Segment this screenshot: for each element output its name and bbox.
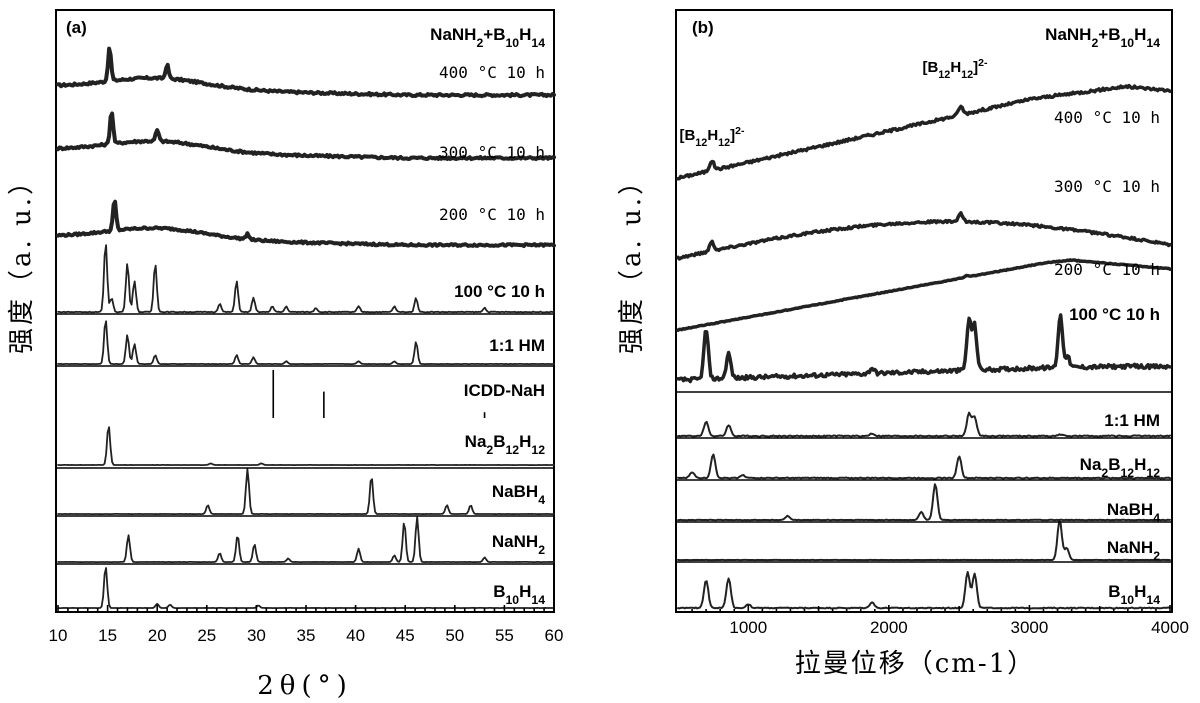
panel-b-annotation-1: [B12H12]2- — [922, 57, 988, 81]
panel-b-tick-label-4000: 4000 — [1151, 618, 1189, 637]
panel-a-frame — [55, 9, 555, 613]
panel-b-traces: 400 °C 10 h 300 °C 10 h 200 °C 10 h 100 °C … — [676, 83, 1172, 610]
panel-a-line-100-c-10-h — [57, 244, 555, 314]
panel-b-line-300-c-10-h — [676, 211, 1172, 261]
panel-b-series-100-c-10-h: 100 °C 10 h — [676, 305, 1172, 384]
panel-b-series-300-c-10-h: 300 °C 10 h — [676, 177, 1172, 261]
panel-a-series-label-100-c-10-h: 100 °C 10 h — [454, 282, 545, 301]
panel-a-series-label-400-c-10-h: 400 °C 10 h — [439, 63, 545, 82]
panel-a-tick-label-45: 45 — [396, 626, 415, 645]
panel-b-tick-label-3000: 3000 — [1011, 618, 1049, 637]
panel-a-series-label-icdd-nah: ICDD-NaH — [464, 381, 545, 400]
panel-a-line-1-1-hm — [57, 320, 555, 365]
panel-b-series-label-200-c-10-h: 200 °C 10 h — [1054, 260, 1160, 279]
panel-b-label: (b) — [692, 18, 714, 37]
panel-a-series-label-na2b12h12: Na2B12H12 — [465, 432, 546, 457]
panel-b-series-label-400-c-10-h: 400 °C 10 h — [1054, 108, 1160, 127]
panel-a-series-label-b10h14: B10H14 — [493, 582, 545, 607]
panel-a-line-400-c-10-h — [56, 46, 556, 99]
panel-b-series-1-1-hm: 1:1 HM — [677, 411, 1171, 438]
panel-a-series-nabh4: NaBH4 — [57, 468, 555, 515]
panel-a-line-b10h14 — [57, 567, 555, 609]
panel-a-header-label: NaNH2+B10H14 — [430, 25, 545, 50]
panel-a-x-axis-title: 2θ(°) — [257, 671, 352, 701]
panel-b-series-label-nanh2: NaNH2 — [1107, 538, 1160, 563]
panel-b-header-text: NaNH2+B10H14 — [1045, 25, 1160, 50]
panel-a-series-label-1-1-hm: 1:1 HM — [489, 336, 545, 355]
panel-b-tick-label-1000: 1000 — [729, 618, 767, 637]
panel-b-line-1-1-hm — [677, 411, 1171, 438]
panel-a: (a) NaNH2+B10H14 400 °C 10 h 300 °C 10 h 2… — [7, 9, 564, 701]
panel-a-tick-label-15: 15 — [98, 626, 117, 645]
panel-a-line-200-c-10-h — [56, 199, 556, 248]
panel-b-series-nabh4: NaBH4 — [677, 483, 1171, 525]
panel-b-series-b10h14: B10H14 — [677, 571, 1171, 610]
panel-b-series-label-300-c-10-h: 300 °C 10 h — [1054, 177, 1160, 196]
panel-a-series-200-c-10-h: 200 °C 10 h — [56, 199, 556, 248]
panel-a-line-na2b12h12 — [57, 426, 555, 466]
panel-b-line-nabh4 — [677, 483, 1171, 522]
panel-a-line-nabh4 — [57, 468, 555, 515]
panel-a-series-label-200-c-10-h: 200 °C 10 h — [439, 205, 545, 224]
panel-a-line-nanh2 — [57, 516, 555, 563]
panel-b-x-ticks: 1000 2000 3000 4000 — [691, 605, 1189, 637]
panel-b-x-axis-title: 拉曼位移（cm-1） — [795, 649, 1036, 679]
panel-a-tick-label-30: 30 — [247, 626, 266, 645]
panel-b-line-200-c-10-h — [676, 258, 1172, 332]
panel-a-tick-label-25: 25 — [197, 626, 216, 645]
panel-a-series-label-300-c-10-h: 300 °C 10 h — [439, 143, 545, 162]
panel-b-y-axis-title: 强度（a. u.） — [617, 166, 647, 354]
panel-a-series-1-1-hm: 1:1 HM — [57, 320, 555, 365]
panel-a-tick-label-50: 50 — [445, 626, 464, 645]
panel-b-line-nanh2 — [677, 519, 1171, 562]
panel-b-line-400-c-10-h — [676, 83, 1172, 181]
panel-a-label: (a) — [66, 18, 87, 37]
panel-a-line-300-c-10-h — [56, 111, 556, 162]
panel-b-series-na2b12h12: Na2B12H12 — [677, 453, 1171, 480]
panel-b-series-label-b10h14: B10H14 — [1108, 582, 1160, 607]
panel-b-series-label-na2b12h12: Na2B12H12 — [1080, 455, 1161, 480]
panel-a-tick-label-60: 60 — [545, 626, 564, 645]
panel-a-tick-label-20: 20 — [148, 626, 167, 645]
panel-b-series-nanh2: NaNH2 — [677, 519, 1171, 563]
panel-a-x-ticks: 10 15 20 25 30 35 40 45 50 55 60 — [49, 605, 564, 645]
panel-a-tick-label-55: 55 — [495, 626, 514, 645]
panel-a-traces: 400 °C 10 h 300 °C 10 h 200 °C 10 h 100 °C … — [56, 46, 556, 609]
panel-b-series-400-c-10-h: 400 °C 10 h — [676, 83, 1172, 181]
panel-b-header-label: NaNH2+B10H14 — [1045, 25, 1160, 50]
panel-b-series-label-1-1-hm: 1:1 HM — [1104, 411, 1160, 430]
panel-b-series-label-nabh4: NaBH4 — [1107, 500, 1160, 525]
panel-b-annotation-0: [B12H12]2- — [679, 125, 745, 149]
panel-a-series-100-c-10-h: 100 °C 10 h — [57, 244, 555, 314]
panel-b: (b) NaNH2+B10H14 400 °C 10 h 300 °C 10 h 2… — [617, 9, 1189, 679]
panel-a-y-axis-title: 强度（a. u.） — [7, 166, 37, 354]
panel-b-tick-label-2000: 2000 — [870, 618, 908, 637]
panel-a-series-label-nabh4: NaBH4 — [492, 482, 545, 507]
panel-a-series-b10h14: B10H14 — [57, 567, 555, 609]
panel-a-series-300-c-10-h: 300 °C 10 h — [56, 111, 556, 162]
panel-b-series-200-c-10-h: 200 °C 10 h — [676, 258, 1172, 332]
panel-b-line-na2b12h12 — [677, 453, 1171, 480]
panel-a-series-nanh2: NaNH2 — [57, 516, 555, 563]
panel-a-tick-label-40: 40 — [346, 626, 365, 645]
panel-a-tick-label-35: 35 — [297, 626, 316, 645]
panel-a-tick-label-10: 10 — [49, 626, 68, 645]
panel-a-series-icdd-nah: ICDD-NaH — [272, 370, 545, 418]
panel-a-series-label-nanh2: NaNH2 — [492, 532, 545, 557]
panel-a-series-400-c-10-h: 400 °C 10 h — [56, 46, 556, 99]
panel-a-series-na2b12h12: Na2B12H12 — [57, 426, 555, 466]
panel-b-series-label-100-c-10-h: 100 °C 10 h — [1069, 305, 1160, 324]
panel-b-annotations: [B12H12]2- [B12H12]2- — [679, 57, 988, 149]
panel-b-line-100-c-10-h — [676, 313, 1172, 384]
panel-a-header-text: NaNH2+B10H14 — [430, 25, 545, 50]
panel-b-frame — [675, 9, 1173, 613]
panel-b-line-b10h14 — [677, 571, 1171, 610]
